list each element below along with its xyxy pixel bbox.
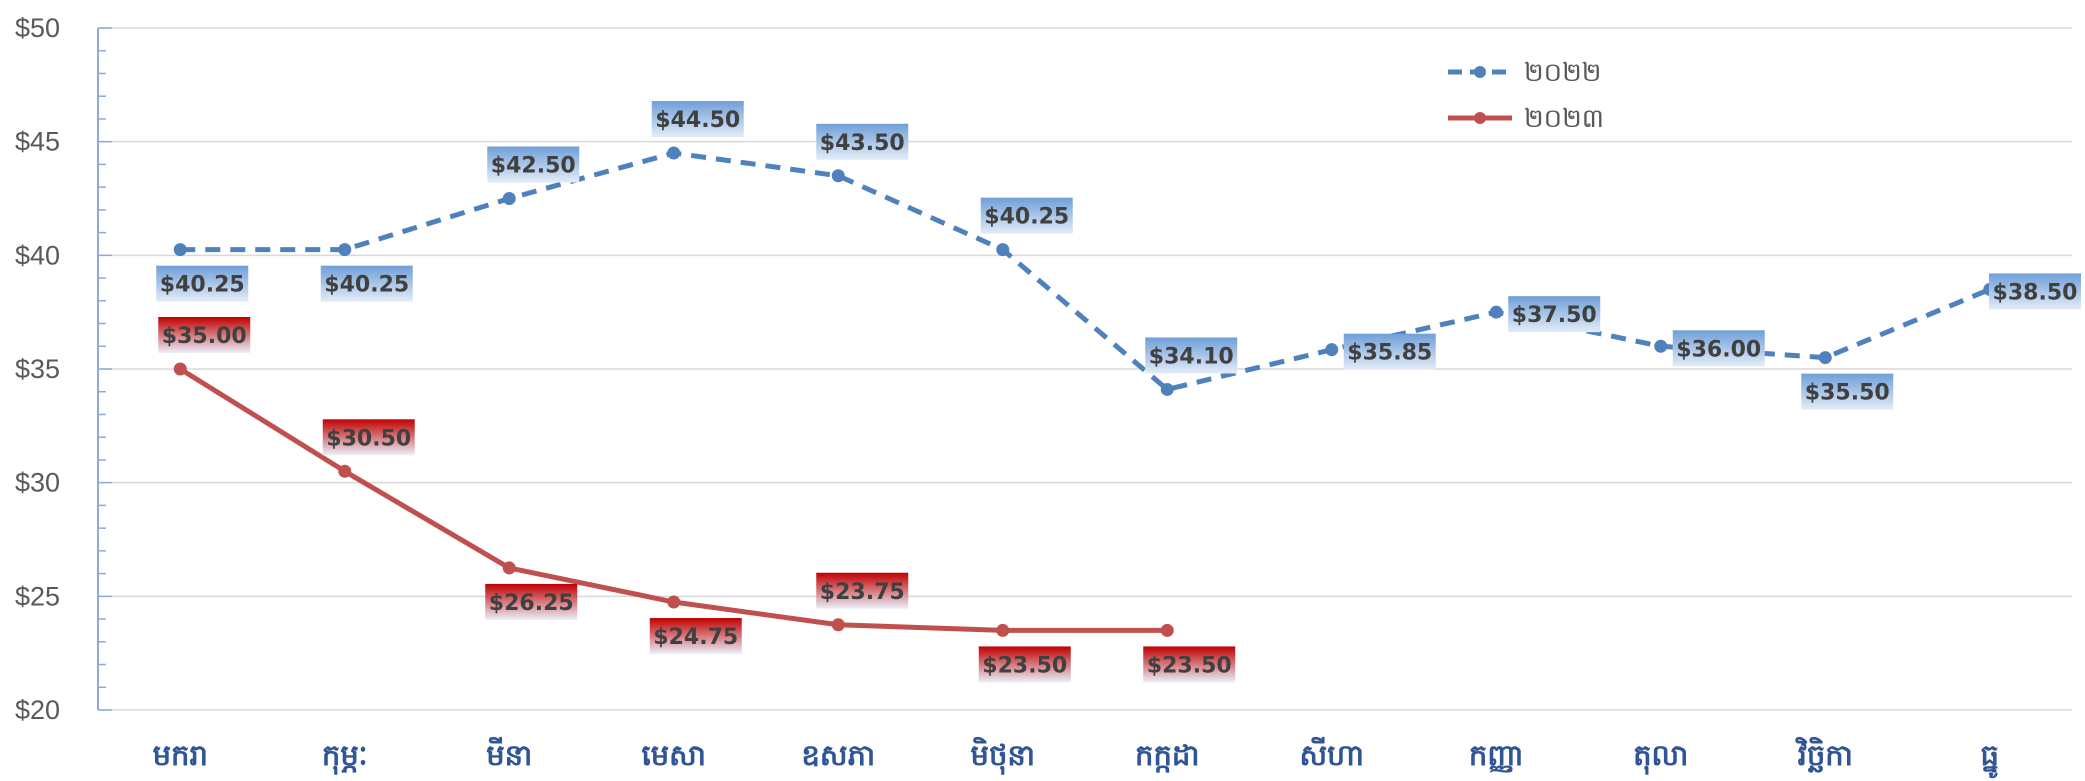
data-label-box [158,317,251,353]
data-label: $35.00 [162,324,247,349]
series-line [178,366,1168,633]
grid-lines [98,27,2072,711]
data-label: $37.50 [1512,303,1597,328]
y-tick-labels: $20 $25 $30 $35 $40 $45 $50 [15,13,60,725]
data-label-box [156,265,249,302]
x-tick-label: សីហា [1300,736,1364,772]
data-label-box [1343,333,1436,370]
data-label-box [1145,337,1238,374]
x-tick-label: កុម្ភៈ [322,738,368,775]
data-label: $40.25 [984,205,1069,230]
data-label-box [320,265,413,302]
data-label-box [816,123,909,160]
data-point [502,192,516,205]
data-point [1325,343,1339,357]
y-tick-label: $40 [15,240,60,270]
data-label: $38.50 [1993,280,2078,305]
data-label-box [980,197,1073,234]
data-point [338,464,352,478]
data-point [667,595,681,609]
x-tick-label: មករា [153,738,208,772]
data-label: $43.50 [820,131,905,156]
data-point [338,243,352,257]
data-point [1160,623,1174,637]
x-tick-label: មេសា [642,738,706,772]
legend-label: ២០២៣ [1524,104,1604,134]
data-label-box [649,618,742,655]
y-tick-label: $50 [15,13,60,43]
x-tick-label: មិថុនា [971,736,1035,775]
data-label: $36.00 [1676,337,1761,362]
data-point [667,146,681,160]
data-label: $40.25 [324,273,409,298]
data-label: $35.85 [1347,341,1432,366]
legend-label: ២០២២ [1524,58,1601,88]
data-point [1489,305,1503,319]
data-label-box [978,646,1071,683]
data-point [996,623,1010,637]
data-label: $44.50 [655,108,740,133]
x-tick-labels: មករា កុម្ភៈ មីនា មេសា ឧសភា មិថុនា កក្កដា សីហា កញ… [153,736,1999,779]
x-tick-label: វិច្ឆិកា [1795,736,1853,773]
x-tick-label: កញ្ញា [1469,738,1524,773]
data-point [173,243,187,257]
data-point [1818,351,1832,365]
data-label-box [485,583,578,620]
data-label: $30.50 [326,426,411,451]
y-tick-label: $30 [15,468,60,498]
legend-marker [1474,112,1486,124]
data-label-box [487,146,580,183]
data-label-box [1801,373,1894,410]
data-point [1160,382,1174,396]
data-point [831,618,845,632]
y-tick-label: $35 [15,354,60,384]
data-label: $23.75 [820,580,905,605]
x-tick-label: ឧសភា [801,738,875,772]
data-label: $26.25 [489,591,574,616]
legend-marker [1474,66,1486,78]
data-label-box [651,101,744,138]
data-point [502,561,516,575]
data-label-box [1989,273,2081,310]
data-point [1654,339,1668,353]
data-label: $34.10 [1149,344,1234,369]
y-tick-label: $45 [15,127,60,157]
x-tick-label: កក្កដា [1135,738,1199,773]
y-tick-label: $20 [15,695,60,725]
data-point [996,243,1010,257]
data-label: $35.50 [1805,381,1890,406]
data-label-box [1508,296,1601,333]
data-label: $40.25 [160,273,245,298]
data-point [831,169,845,183]
data-label-box [1672,330,1765,367]
data-label: $23.50 [1147,653,1232,678]
y-tick-label: $25 [15,581,60,611]
data-label: $23.50 [982,653,1067,678]
data-label: $42.50 [491,154,576,179]
data-label-box [1143,646,1236,683]
x-tick-label: ធ្នូ [1981,738,1999,779]
data-label-box [322,419,415,456]
y-axis [97,27,112,711]
data-point [173,362,187,376]
x-tick-label: មីនា [486,736,532,772]
data-label-box [816,572,909,609]
x-tick-label: តុលា [1633,738,1688,775]
series-lines [173,146,1997,637]
data-label: $24.75 [653,625,738,650]
data-labels: $40.25 $40.25 $42.50 $44.50 $43.50 $40.25 $34.… [156,101,2081,683]
